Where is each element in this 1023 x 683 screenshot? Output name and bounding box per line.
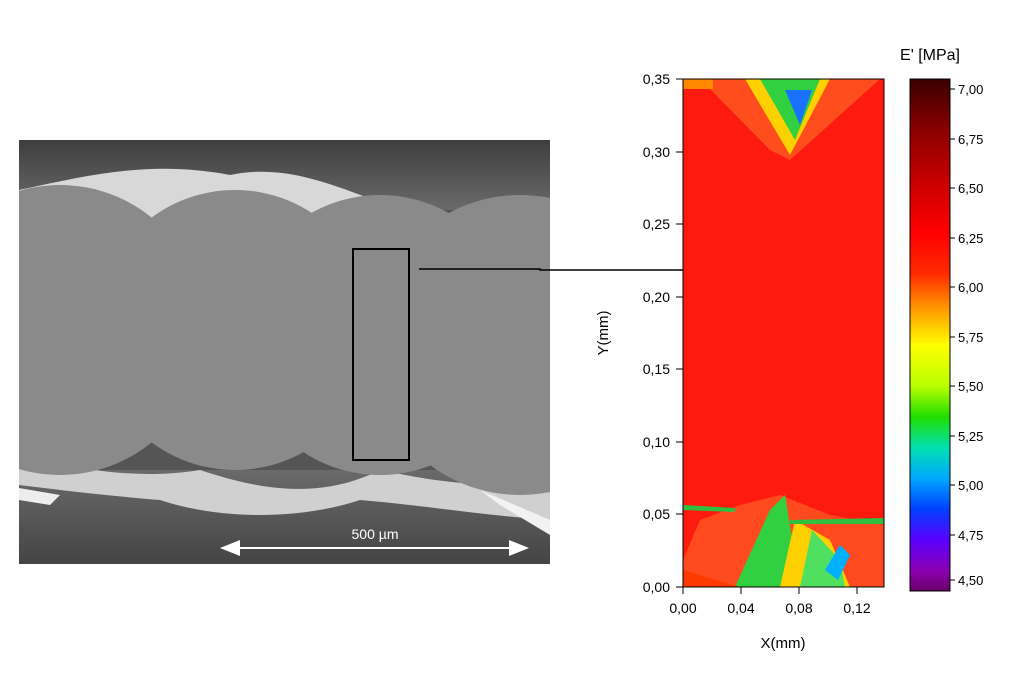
map-frame <box>682 78 885 588</box>
y-tick-label: 0,25 <box>643 216 670 232</box>
colorbar-title: E' [MPa] <box>900 47 960 64</box>
y-tick-label: 0,00 <box>643 579 670 595</box>
selection-box <box>352 248 410 461</box>
colorbar-tick-label: 5,75 <box>958 330 983 345</box>
y-axis: 0,35 0,30 0,25 0,20 0,15 0,10 0,05 0,00 … <box>595 71 683 595</box>
x-tick-label: 0,12 <box>843 600 870 616</box>
x-tick-label: 0,04 <box>727 600 754 616</box>
y-tick-label: 0,15 <box>643 361 670 377</box>
sem-micrograph <box>19 140 550 564</box>
x-axis: 0,00 0,04 0,08 0,12 X(mm) <box>669 587 871 652</box>
y-tick-label: 0,10 <box>643 434 670 450</box>
x-tick-label: 0,08 <box>785 600 812 616</box>
x-tick-label: 0,00 <box>669 600 696 616</box>
colorbar-tick-label: 6,50 <box>958 181 983 196</box>
y-tick-label: 0,30 <box>643 144 670 160</box>
scale-bar-label: 500 µm <box>352 526 399 542</box>
colorbar-tick-label: 4,75 <box>958 528 983 543</box>
colorbar-tick-label: 5,50 <box>958 379 983 394</box>
colorbar: E' [MPa] 7,00 6,75 6,50 6,25 6,00 5,75 5… <box>900 47 983 592</box>
colorbar-tick-label: 4,50 <box>958 573 983 588</box>
y-tick-label: 0,35 <box>643 71 670 87</box>
colorbar-gradient <box>909 78 951 592</box>
colorbar-tick-label: 7,00 <box>958 82 983 97</box>
pointer-arrow <box>419 264 710 276</box>
y-tick-label: 0,05 <box>643 506 670 522</box>
colorbar-tick-label: 6,75 <box>958 132 983 147</box>
colorbar-tick-label: 6,25 <box>958 231 983 246</box>
y-tick-label: 0,20 <box>643 289 670 305</box>
colorbar-tick-label: 5,00 <box>958 478 983 493</box>
x-axis-label: X(mm) <box>761 635 806 652</box>
colorbar-tick-label: 6,00 <box>958 280 983 295</box>
modulus-map <box>683 79 884 587</box>
colorbar-tick-label: 5,25 <box>958 429 983 444</box>
y-axis-label: Y(mm) <box>595 311 612 356</box>
